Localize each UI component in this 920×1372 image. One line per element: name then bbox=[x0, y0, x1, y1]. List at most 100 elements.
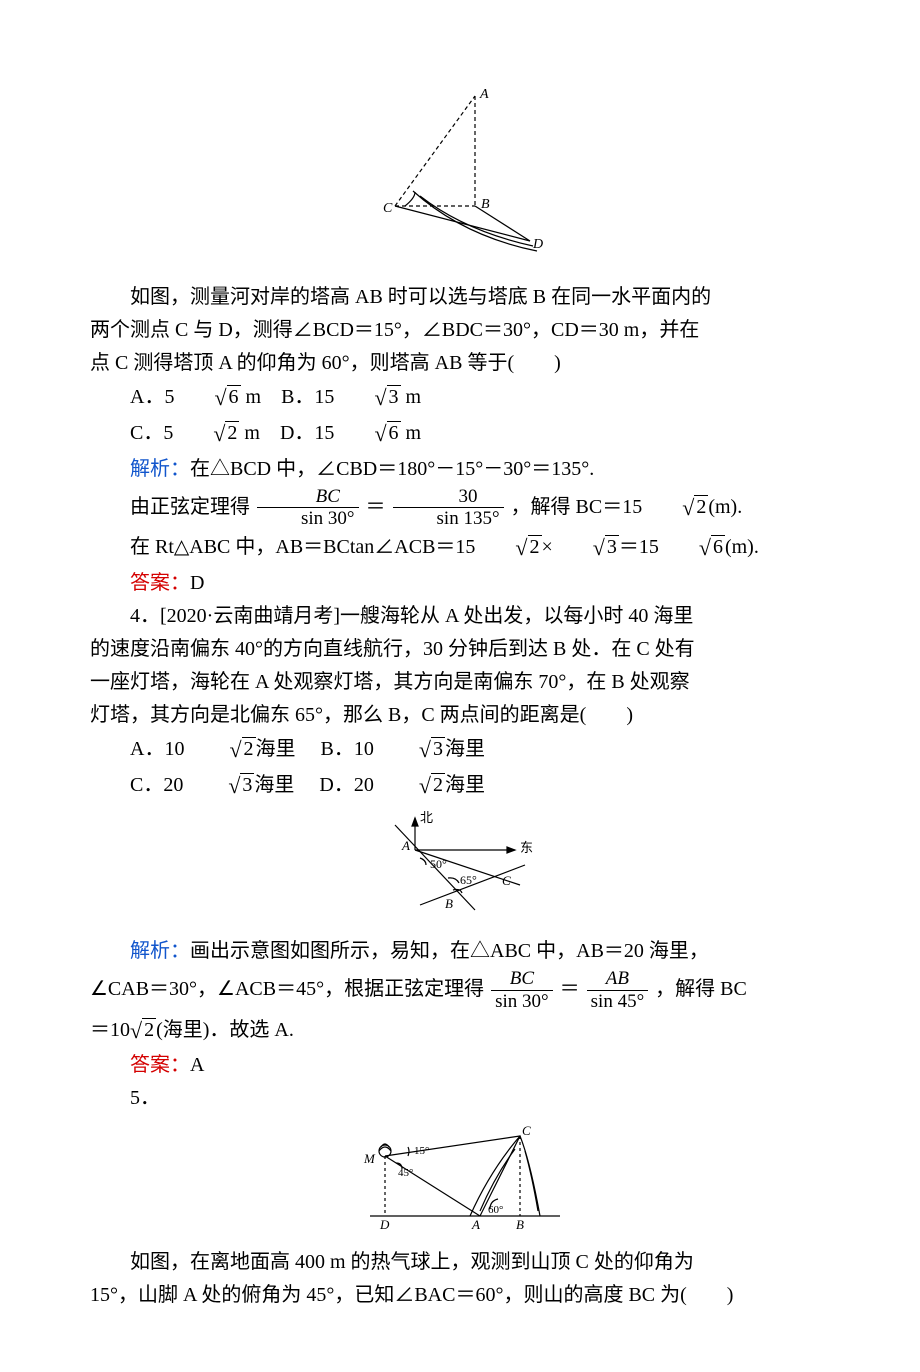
q3-f2-den: sin 135° bbox=[393, 507, 504, 530]
q3-optD-r: 6 bbox=[387, 421, 401, 444]
q3-jiexi-line2: 由正弦定理得 BCsin 30° ＝ 30sin 135° ，解得 BC＝15√… bbox=[90, 486, 830, 531]
fig3-a15: 15° bbox=[414, 1145, 429, 1157]
q4-line2: 的速度沿南偏东 40°的方向直线航行，30 分钟后到达 B 处．在 C 处有 bbox=[90, 633, 830, 666]
q4-jiexi-c-pre: ＝10 bbox=[90, 1019, 130, 1041]
q4-jiexi-line1: 解析：画出示意图如图所示，易知，在△ABC 中，AB＝20 海里， bbox=[90, 935, 830, 968]
q3-optC-pre: C．5 bbox=[130, 422, 173, 444]
fig3-svg: M D A B C 15° 45° 60° bbox=[330, 1121, 590, 1231]
jiexi-label-2: 解析： bbox=[130, 940, 190, 962]
q4-optD-r: 2 bbox=[431, 773, 445, 796]
q4-eq: ＝ bbox=[560, 978, 580, 1000]
q3-jiexi-b-r: 2 bbox=[694, 495, 708, 518]
q4-jiexi-c-r: 2 bbox=[142, 1018, 156, 1041]
fig2-svg: 北 东 A B C 50° 65° bbox=[360, 810, 560, 920]
q3-jiexi-c-mid: × bbox=[542, 536, 553, 558]
q5-line2: 15°，山脚 A 处的俯角为 45°，已知∠BAC＝60°，则山的高度 BC 为… bbox=[90, 1279, 830, 1312]
q4-f2-den: sin 45° bbox=[587, 990, 649, 1013]
q3-optA-pre: A．5 bbox=[130, 386, 174, 408]
q4-jiexi-a: 画出示意图如图所示，易知，在△ABC 中，AB＝20 海里， bbox=[190, 940, 709, 962]
q3-jiexi-b-post: (m). bbox=[708, 496, 742, 518]
q4-optD-post: 海里 bbox=[445, 774, 485, 796]
q4-f2-num: AB bbox=[587, 968, 649, 990]
q3-jiexi-line1: 解析：在△BCD 中，∠CBD＝180°－15°－30°＝135°. bbox=[90, 453, 830, 486]
fig1-svg: A B C D bbox=[365, 86, 555, 266]
q3-jiexi-c-post: (m). bbox=[725, 536, 759, 558]
fig3-a60: 60° bbox=[488, 1204, 503, 1216]
q3-optC-r: 2 bbox=[225, 421, 239, 444]
fig1-D: D bbox=[532, 237, 543, 252]
q4-line3: 一座灯塔，海轮在 A 处观察灯塔，其方向是南偏东 70°，在 B 处观察 bbox=[90, 666, 830, 699]
q5-num: 5． bbox=[90, 1082, 830, 1115]
q3-optB-r: 3 bbox=[387, 385, 401, 408]
q4-f1-den: sin 30° bbox=[491, 990, 553, 1013]
q4-line1: 4．[2020·云南曲靖月考]一艘海轮从 A 处出发，以每小时 40 海里 bbox=[90, 600, 830, 633]
daan-label: 答案： bbox=[130, 572, 190, 594]
q3-jiexi-c-r1: 2 bbox=[528, 535, 542, 558]
fig1-C: C bbox=[383, 201, 393, 216]
q4-options-ab: A．10 √2海里 B．10 √3海里 bbox=[90, 732, 830, 768]
figure-lighthouse: 北 东 A B C 50° 65° bbox=[90, 810, 830, 931]
q4-jiexi-b-post: ，解得 BC bbox=[655, 978, 747, 1000]
q3-optD-post: m bbox=[401, 422, 422, 444]
q4-optC-r: 3 bbox=[240, 773, 254, 796]
fig3-B: B bbox=[516, 1217, 524, 1231]
q3-jiexi-line3: 在 Rt△ABC 中，AB＝BCtan∠ACB＝15√2×√3＝15√6(m). bbox=[90, 530, 830, 566]
q3-jiexi-b-mid: ，解得 BC＝15 bbox=[511, 496, 643, 518]
q3-jiexi-c-mid2: ＝15 bbox=[619, 536, 659, 558]
q4-line4: 灯塔，其方向是北偏东 65°，那么 B，C 两点间的距离是( ) bbox=[90, 699, 830, 732]
fig2-a65: 65° bbox=[460, 873, 477, 887]
fig3-a45: 45° bbox=[398, 1167, 413, 1179]
q5-line1: 如图，在离地面高 400 m 的热气球上，观测到山顶 C 处的仰角为 bbox=[90, 1246, 830, 1279]
q3-optB-pre: B．15 bbox=[281, 386, 334, 408]
q3-daan: D bbox=[190, 572, 204, 594]
q3-options-ab: A．5√6 m B．15√3 m bbox=[90, 380, 830, 416]
q4-optA-pre: A．10 bbox=[130, 737, 189, 759]
q4-optC-post: 海里 bbox=[254, 774, 294, 796]
q3-optA-post: m bbox=[241, 386, 262, 408]
fig3-C: C bbox=[522, 1123, 531, 1138]
q3-text-1: 如图，测量河对岸的塔高 AB 时可以选与塔底 B 在同一水平面内的 bbox=[90, 281, 830, 314]
q4-optD-pre: D．20 bbox=[319, 774, 378, 796]
q4-optB-pre: B．10 bbox=[321, 737, 379, 759]
fig3-M: M bbox=[363, 1151, 376, 1166]
q4-optC-pre: C．20 bbox=[130, 774, 188, 796]
fig3-A: A bbox=[471, 1217, 480, 1231]
q4-jiexi-line2: ∠CAB＝30°，∠ACB＝45°，根据正弦定理得 BCsin 30° ＝ AB… bbox=[90, 968, 830, 1013]
q3-text-3: 点 C 测得塔顶 A 的仰角为 60°，则塔高 AB 等于( ) bbox=[90, 347, 830, 380]
q3-f1-den: sin 30° bbox=[257, 507, 359, 530]
q3-jiexi-b-pre: 由正弦定理得 bbox=[130, 496, 250, 518]
q4-jiexi-c-post: (海里)．故选 A. bbox=[156, 1019, 294, 1041]
q4-optB-r: 3 bbox=[431, 737, 445, 760]
q3-jiexi-c-pre: 在 Rt△ABC 中，AB＝BCtan∠ACB＝15 bbox=[130, 536, 475, 558]
q3-jiexi-c-r3: 6 bbox=[711, 535, 725, 558]
q4-f1-num: BC bbox=[491, 968, 553, 990]
q3-options-cd: C．5√2 m D．15√6 m bbox=[90, 416, 830, 452]
q3-text-2: 两个测点 C 与 D，测得∠BCD＝15°，∠BDC＝30°，CD＝30 m，并… bbox=[90, 314, 830, 347]
q4-daan: A bbox=[190, 1054, 204, 1076]
q4-jiexi-b-pre: ∠CAB＝30°，∠ACB＝45°，根据正弦定理得 bbox=[90, 978, 484, 1000]
figure-tower-river: A B C D bbox=[90, 86, 830, 277]
fig2-A: A bbox=[401, 838, 410, 853]
q4-options-cd: C．20 √3海里 D．20 √2海里 bbox=[90, 768, 830, 804]
q4-optB-post: 海里 bbox=[445, 737, 485, 759]
fig2-a50: 50° bbox=[430, 857, 447, 871]
jiexi-label: 解析： bbox=[130, 458, 190, 480]
daan-label-2: 答案： bbox=[130, 1054, 190, 1076]
q3-optB-post: m bbox=[401, 386, 422, 408]
q3-eq1: ＝ bbox=[366, 496, 386, 518]
q4-jiexi-line3: ＝10√2(海里)．故选 A. bbox=[90, 1013, 830, 1049]
fig2-C: C bbox=[502, 873, 511, 888]
fig2-B: B bbox=[445, 896, 453, 911]
figure-balloon-mountain: M D A B C 15° 45° 60° bbox=[90, 1121, 830, 1242]
q4-optA-r: 2 bbox=[242, 737, 256, 760]
q4-answer: 答案：A bbox=[90, 1049, 830, 1082]
fig2-east: 东 bbox=[520, 840, 533, 855]
q3-jiexi-c-r2: 3 bbox=[605, 535, 619, 558]
fig1-A: A bbox=[479, 87, 489, 102]
q3-answer: 答案：D bbox=[90, 567, 830, 600]
fig2-north: 北 bbox=[420, 810, 433, 825]
q3-f1-num: BC bbox=[257, 486, 359, 508]
q4-optA-post: 海里 bbox=[256, 737, 296, 759]
q3-f2-num: 30 bbox=[393, 486, 504, 508]
fig1-B: B bbox=[481, 197, 490, 212]
